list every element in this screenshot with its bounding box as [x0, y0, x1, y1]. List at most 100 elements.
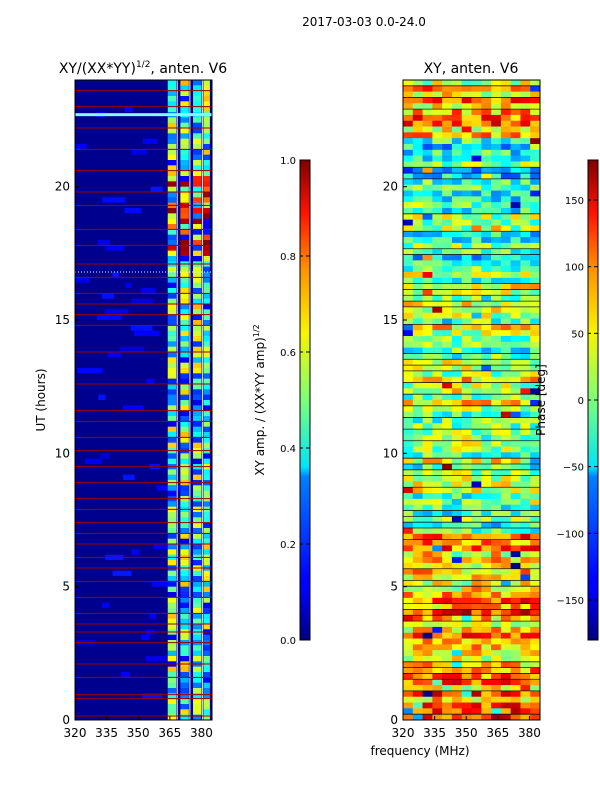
- heatmap-cell: [203, 650, 210, 657]
- heatmap-cell: [530, 132, 541, 139]
- heatmap-cell: [403, 440, 414, 447]
- heatmap-cell: [491, 97, 502, 104]
- heatmap-cell: [491, 353, 502, 360]
- heatmap-cell: [491, 196, 502, 203]
- heatmap-cell: [442, 301, 453, 308]
- heatmap-cell: [432, 208, 443, 215]
- heatmap-cell: [422, 510, 433, 517]
- heatmap-cell: [481, 562, 492, 570]
- heatmap-cell: [451, 388, 463, 395]
- heatmap-cell: [403, 400, 414, 407]
- heatmap-cell: [510, 382, 521, 389]
- heatmap-cell: [412, 423, 423, 430]
- heatmap-cell: [481, 225, 492, 232]
- heatmap-cell: [520, 202, 531, 209]
- heatmap-cell: [442, 708, 453, 715]
- heatmap-cell: [422, 481, 433, 488]
- heatmap-cell: [500, 504, 511, 511]
- heatmap-cell: [442, 632, 453, 639]
- heatmap-cell: [403, 248, 414, 255]
- heatmap-cell: [412, 557, 423, 564]
- heatmap-cell: [403, 661, 414, 668]
- heatmap-cell: [180, 96, 189, 102]
- heatmap-cell: [510, 458, 521, 465]
- heatmap-cell: [432, 458, 443, 465]
- heatmap-cell: [520, 80, 531, 87]
- heatmap-cell: [203, 533, 210, 539]
- heatmap-cell: [167, 90, 177, 97]
- heatmap-cell: [193, 469, 202, 475]
- heatmap-cell: [403, 277, 414, 284]
- heatmap-cell: [471, 173, 482, 180]
- heatmap-cell: [510, 277, 521, 284]
- heatmap-cell: [481, 353, 492, 360]
- heatmap-cell: [461, 504, 472, 511]
- heatmap-cell: [412, 440, 423, 447]
- heatmap-cell: [530, 475, 541, 482]
- heatmap-cell: [403, 132, 414, 139]
- heatmap-cell: [461, 516, 472, 523]
- heatmap-cell: [471, 405, 482, 412]
- heatmap-cell: [432, 638, 443, 645]
- heatmap-cell: [461, 679, 472, 686]
- heatmap-cell: [432, 289, 443, 296]
- heatmap-cell: [481, 574, 492, 581]
- heatmap-cell: [530, 120, 541, 127]
- y-tick-label: 20: [383, 180, 398, 194]
- heatmap-cell: [203, 138, 210, 145]
- heatmap-cell: [193, 549, 202, 555]
- heatmap-cell: [432, 231, 443, 238]
- heatmap-cell: [491, 219, 502, 226]
- heatmap-cell: [471, 330, 482, 337]
- heatmap-cell: [520, 237, 531, 244]
- heatmap-cell: [471, 324, 482, 331]
- heatmap-cell: [203, 485, 210, 491]
- heatmap-cell: [167, 234, 177, 241]
- heatmap-cell: [412, 97, 423, 104]
- heatmap-cell: [193, 197, 202, 203]
- heatmap-cell: [442, 353, 453, 360]
- heatmap-cell: [520, 650, 531, 657]
- heatmap-cell: [491, 644, 502, 651]
- heatmap-cell: [510, 405, 521, 412]
- heatmap-cell: [471, 632, 482, 639]
- heatmap-cell: [193, 528, 202, 534]
- heatmap-cell: [491, 394, 502, 401]
- heatmap-cell: [193, 314, 202, 321]
- heatmap-cell: [403, 510, 414, 517]
- heatmap-cell: [520, 458, 531, 465]
- heatmap-cell: [510, 423, 521, 430]
- x-tick-label: 335: [423, 726, 446, 740]
- heatmap-cell: [471, 196, 482, 203]
- heatmap-cell: [471, 126, 482, 133]
- heatmap-cell: [471, 388, 482, 395]
- heatmap-cell: [167, 245, 177, 251]
- heatmap-cell: [471, 557, 482, 564]
- heatmap-cell: [530, 592, 541, 599]
- heatmap-cell: [203, 437, 210, 443]
- heatmap-cell: [422, 626, 433, 634]
- heatmap-cell: [500, 516, 511, 523]
- heatmap-cell: [412, 650, 423, 657]
- heatmap-cell: [471, 446, 482, 453]
- heatmap-cell: [422, 167, 433, 174]
- heatmap-cell: [180, 485, 189, 491]
- heatmap-cell: [481, 109, 492, 116]
- heatmap-cell: [77, 368, 103, 374]
- heatmap-cell: [500, 155, 511, 162]
- heatmap-cell: [167, 698, 177, 705]
- heatmap-cell: [203, 624, 210, 630]
- heatmap-cell: [530, 208, 541, 215]
- heatmap-cell: [471, 656, 482, 663]
- heatmap-cell: [180, 346, 189, 353]
- heatmap-cell: [461, 458, 472, 465]
- heatmap-cell: [481, 504, 492, 511]
- heatmap-cell: [422, 114, 433, 122]
- heatmap-cell: [412, 487, 423, 494]
- heatmap-cell: [530, 533, 541, 540]
- heatmap-cell: [442, 667, 453, 674]
- right-plot-title: XY, anten. V6: [424, 61, 519, 77]
- heatmap-cell: [432, 359, 443, 366]
- heatmap-cell: [471, 318, 482, 325]
- heatmap-cell: [180, 341, 189, 347]
